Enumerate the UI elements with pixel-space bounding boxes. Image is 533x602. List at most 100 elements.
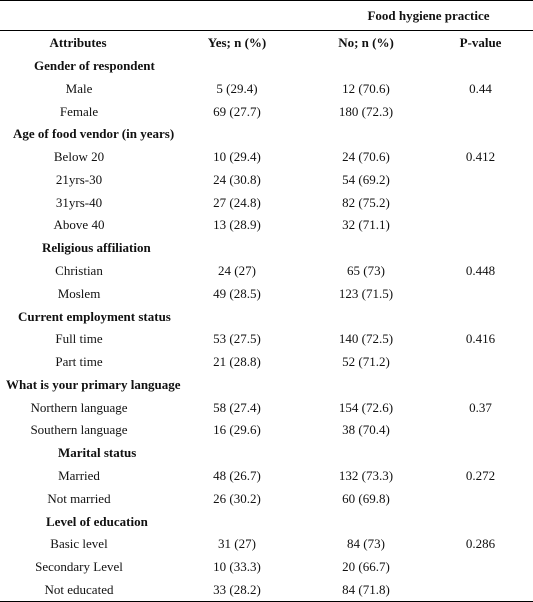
empty-cell [426,122,533,145]
no-value: 54 (69.2) [294,168,426,191]
section-header-row: Level of education [0,510,533,533]
no-value: 84 (71.8) [294,578,426,601]
p-value: 0.272 [426,464,533,487]
p-value [426,419,533,442]
yes-value: 24 (30.8) [166,168,294,191]
section-header-row: What is your primary language [0,373,533,396]
row-label: Married [0,464,166,487]
row-label: Christian [0,259,166,282]
table-row: Male 5 (29.4) 12 (70.6) 0.44 [0,77,533,100]
p-value: 0.448 [426,259,533,282]
p-value: 0.416 [426,328,533,351]
row-label: 21yrs-30 [0,168,166,191]
empty-header-cell [0,1,166,31]
header-no: No; n (%) [294,31,426,55]
section-title: Level of education [0,510,294,533]
yes-value: 27 (24.8) [166,191,294,214]
no-value: 12 (70.6) [294,77,426,100]
p-value [426,213,533,236]
table-super-header-row: Food hygiene practice [0,1,533,31]
empty-cell [426,236,533,259]
empty-cell [294,54,426,77]
p-value [426,578,533,601]
yes-value: 53 (27.5) [166,328,294,351]
row-label: Male [0,77,166,100]
yes-value: 49 (28.5) [166,282,294,305]
row-label: Part time [0,350,166,373]
yes-value: 24 (27) [166,259,294,282]
header-yes: Yes; n (%) [166,31,294,55]
section-header-row: Gender of respondent [0,54,533,77]
section-header-row: Marital status [0,441,533,464]
no-value: 20 (66.7) [294,555,426,578]
p-value: 0.412 [426,145,533,168]
section-header-row: Current employment status [0,305,533,328]
empty-cell [294,510,426,533]
yes-value: 5 (29.4) [166,77,294,100]
no-value: 82 (75.2) [294,191,426,214]
yes-value: 69 (27.7) [166,100,294,123]
yes-value: 26 (30.2) [166,487,294,510]
p-value [426,191,533,214]
section-header-row: Religious affiliation [0,236,533,259]
no-value: 132 (73.3) [294,464,426,487]
table-row: Not married 26 (30.2) 60 (69.8) [0,487,533,510]
p-value [426,350,533,373]
no-value: 180 (72.3) [294,100,426,123]
section-title: Age of food vendor (in years) [0,122,294,145]
table-row: Basic level 31 (27) 84 (73) 0.286 [0,533,533,556]
no-value: 154 (72.6) [294,396,426,419]
row-label: Southern language [0,419,166,442]
p-value: 0.44 [426,77,533,100]
row-label: Full time [0,328,166,351]
empty-cell [426,54,533,77]
section-title: Marital status [0,441,294,464]
table-row: 31yrs-40 27 (24.8) 82 (75.2) [0,191,533,214]
section-title: Current employment status [0,305,294,328]
row-label: Northern language [0,396,166,419]
yes-value: 48 (26.7) [166,464,294,487]
yes-value: 58 (27.4) [166,396,294,419]
yes-value: 10 (29.4) [166,145,294,168]
p-value [426,282,533,305]
row-label: Below 20 [0,145,166,168]
yes-value: 10 (33.3) [166,555,294,578]
table-row: Secondary Level 10 (33.3) 20 (66.7) [0,555,533,578]
p-value [426,555,533,578]
header-attributes: Attributes [0,31,166,55]
yes-value: 16 (29.6) [166,419,294,442]
empty-cell [426,305,533,328]
table-row: 21yrs-30 24 (30.8) 54 (69.2) [0,168,533,191]
empty-header-cell [166,1,294,31]
table-row: Female 69 (27.7) 180 (72.3) [0,100,533,123]
row-label: 31yrs-40 [0,191,166,214]
section-title: What is your primary language [0,373,294,396]
row-label: Above 40 [0,213,166,236]
table-row: Full time 53 (27.5) 140 (72.5) 0.416 [0,328,533,351]
empty-cell [294,305,426,328]
empty-cell [294,441,426,464]
table-header-row: Attributes Yes; n (%) No; n (%) P-value [0,31,533,55]
row-label: Female [0,100,166,123]
p-value [426,168,533,191]
no-value: 60 (69.8) [294,487,426,510]
empty-cell [294,122,426,145]
table-row: Above 40 13 (28.9) 32 (71.1) [0,213,533,236]
no-value: 65 (73) [294,259,426,282]
yes-value: 13 (28.9) [166,213,294,236]
row-label: Not married [0,487,166,510]
no-value: 52 (71.2) [294,350,426,373]
table-row: Part time 21 (28.8) 52 (71.2) [0,350,533,373]
header-p-value: P-value [426,31,533,55]
yes-value: 21 (28.8) [166,350,294,373]
empty-cell [426,510,533,533]
row-label: Not educated [0,578,166,601]
table-row: Christian 24 (27) 65 (73) 0.448 [0,259,533,282]
table-row: Below 20 10 (29.4) 24 (70.6) 0.412 [0,145,533,168]
section-title: Religious affiliation [0,236,294,259]
table-row: Northern language 58 (27.4) 154 (72.6) 0.37 [0,396,533,419]
yes-value: 33 (28.2) [166,578,294,601]
no-value: 24 (70.6) [294,145,426,168]
